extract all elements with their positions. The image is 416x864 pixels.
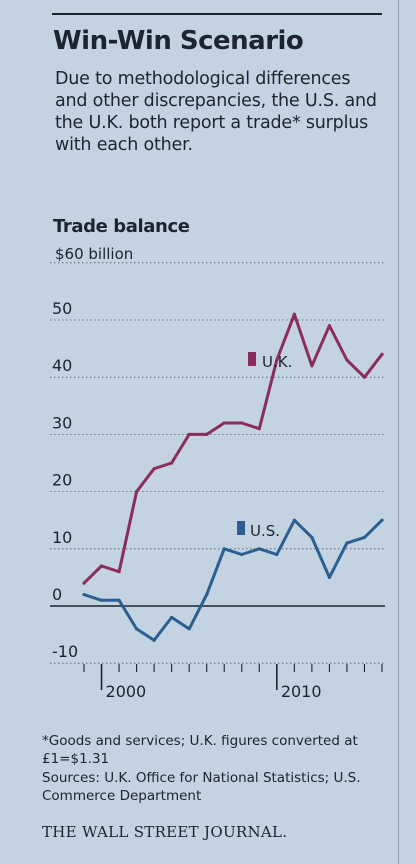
data-point-us: [362, 535, 367, 539]
data-point-uk: [275, 358, 279, 362]
data-point-uk: [99, 564, 104, 568]
data-point-us: [134, 627, 139, 631]
data-point-uk: [345, 358, 349, 362]
series-line-uk: [82, 312, 384, 585]
data-point-us: [117, 598, 121, 602]
data-point-us: [380, 518, 384, 522]
y-tick-label: 0: [52, 585, 62, 604]
data-point-uk: [240, 421, 244, 425]
data-point-us: [240, 552, 244, 557]
x-tick-label: 2010: [281, 682, 322, 701]
data-point-uk: [205, 432, 209, 436]
data-point-us: [82, 592, 86, 597]
data-point-us: [170, 615, 174, 620]
y-tick-label: 10: [52, 528, 72, 547]
sources: Sources: U.K. Office for National Statis…: [42, 770, 361, 804]
data-point-uk: [152, 467, 156, 471]
footnote: *Goods and services; U.K. figures conver…: [42, 733, 358, 767]
adjacent-column-edge: [398, 0, 416, 864]
data-point-uk: [170, 461, 174, 465]
y-tick-label: 40: [52, 356, 72, 375]
data-point-us: [205, 592, 209, 597]
data-point-uk: [362, 375, 367, 379]
page-title: Win-Win Scenario: [53, 26, 304, 56]
y-tick-label: 30: [52, 413, 72, 432]
data-point-us: [345, 541, 349, 545]
data-point-us: [275, 552, 279, 557]
y-tick-label: -10: [52, 642, 78, 661]
data-point-uk: [380, 352, 384, 356]
chart-unit-label: $60 billion: [55, 245, 134, 263]
data-point-us: [152, 638, 156, 642]
data-point-us: [187, 627, 191, 631]
y-tick-label: 20: [52, 471, 72, 490]
series-label: U.S.: [250, 522, 280, 540]
y-tick-label: 50: [52, 299, 72, 318]
legend-swatch: [248, 352, 256, 366]
data-point-uk: [187, 432, 191, 436]
data-point-uk: [310, 364, 314, 368]
data-point-us: [257, 547, 261, 551]
legend-swatch: [237, 521, 245, 535]
data-point-us: [99, 598, 104, 602]
data-point-us: [310, 535, 314, 539]
series-label: U.K.: [262, 353, 292, 371]
x-tick-label: 2000: [106, 682, 147, 701]
data-point-uk: [257, 427, 261, 431]
series-line-us: [82, 518, 384, 642]
subtitle: Due to methodological differences and ot…: [55, 69, 377, 155]
top-rule: [52, 13, 382, 15]
data-point-uk: [134, 490, 139, 494]
chart-title: Trade balance: [53, 216, 190, 237]
data-point-uk: [292, 312, 296, 316]
data-point-uk: [82, 581, 86, 585]
masthead-logo: THE WALL STREET JOURNAL.: [42, 823, 288, 841]
data-point-us: [327, 575, 332, 580]
data-point-uk: [327, 324, 332, 328]
data-point-us: [222, 547, 226, 551]
data-point-us: [292, 518, 296, 522]
data-point-uk: [222, 421, 226, 425]
data-point-uk: [117, 570, 121, 574]
